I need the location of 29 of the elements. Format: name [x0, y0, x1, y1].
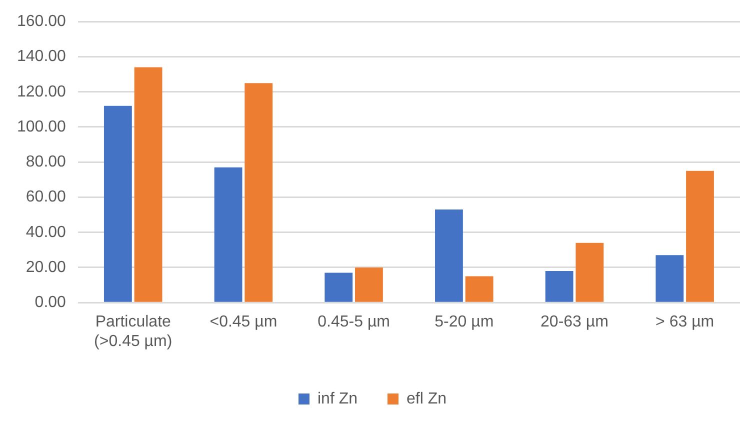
x-tick-label: 0.45-5 µm — [318, 314, 390, 331]
y-tick-label: 80.00 — [26, 154, 66, 171]
bar — [244, 83, 273, 302]
y-tick-label: 60.00 — [26, 188, 66, 206]
x-tick-label: > 63 µm — [656, 314, 714, 331]
bar — [465, 276, 494, 302]
bar — [656, 255, 684, 302]
bar — [686, 170, 714, 302]
bar — [545, 270, 574, 302]
y-tick-label: 40.00 — [26, 224, 66, 241]
bar — [104, 106, 132, 302]
x-tick-label: Particulate (>0.45 µm) — [94, 314, 172, 350]
bar — [355, 267, 383, 302]
bar — [134, 67, 162, 302]
y-tick-label: 140.00 — [17, 48, 66, 66]
legend-label: inf Zn — [317, 390, 358, 408]
y-tick-label: 100.00 — [17, 118, 66, 136]
x-tick-label: <0.45 µm — [210, 314, 278, 331]
y-tick-label: 160.00 — [17, 13, 66, 30]
y-tick-label: 0.00 — [34, 294, 66, 312]
x-tick-label: 20-63 µm — [540, 314, 608, 331]
bar — [324, 272, 353, 302]
y-tick-label: 20.00 — [26, 258, 66, 276]
bar — [435, 210, 463, 302]
bar — [214, 167, 242, 302]
bar — [576, 242, 604, 302]
x-tick-label: 5-20 µm — [434, 314, 494, 331]
legend-label: efl Zn — [406, 390, 447, 408]
y-tick-label: 120.00 — [17, 83, 66, 100]
